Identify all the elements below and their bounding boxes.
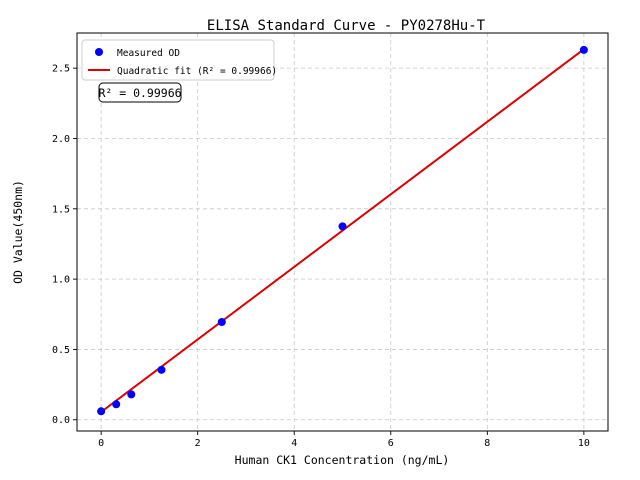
data-point	[338, 222, 347, 231]
fit-line	[100, 48, 585, 413]
x-tick-label: 10	[578, 438, 590, 449]
chart-title: ELISA Standard Curve - PY0278Hu-T	[207, 18, 486, 34]
data-point	[217, 318, 226, 327]
data-points	[97, 45, 588, 416]
legend: Measured OD Quadratic fit (R² = 0.99966)	[81, 39, 277, 81]
data-point	[112, 400, 121, 409]
legend-box	[81, 39, 275, 81]
y-tick-label: 2.0	[52, 134, 70, 145]
data-point	[157, 365, 166, 374]
plot-frame	[76, 32, 609, 432]
x-tick-label: 6	[388, 438, 394, 449]
y-tick-label: 2.5	[52, 64, 70, 75]
x-axis-label: Human CK1 Concentration (ng/mL)	[235, 453, 450, 467]
annotation-text: R² = 0.99966	[98, 86, 181, 100]
r-squared-annotation: R² = 0.99966	[98, 82, 182, 103]
y-tick-label: 1.0	[52, 275, 70, 286]
x-tick-label: 4	[291, 438, 297, 449]
x-tick-label: 2	[195, 438, 201, 449]
data-point	[127, 390, 136, 399]
data-point	[97, 407, 106, 416]
y-tick-label: 1.5	[52, 204, 70, 215]
y-tick-label: 0.5	[52, 345, 70, 356]
x-tick-label: 8	[484, 438, 490, 449]
fit-layer	[100, 48, 585, 413]
legend-label-fit: Quadratic fit (R² = 0.99966)	[117, 66, 277, 77]
annotation-box	[98, 82, 182, 103]
y-tick-label: 0.0	[52, 415, 70, 426]
legend-label-measured: Measured OD	[117, 48, 180, 59]
x-tick-label: 0	[98, 438, 104, 449]
data-point	[579, 45, 588, 54]
grid	[77, 33, 608, 431]
y-axis-label: OD Value(450nm)	[11, 180, 25, 284]
axis-ticks: 0 2 4 6 8 10 0.0 0.5 1.0 1.5 2.0 2.5	[52, 64, 590, 449]
legend-marker-measured	[95, 48, 103, 56]
